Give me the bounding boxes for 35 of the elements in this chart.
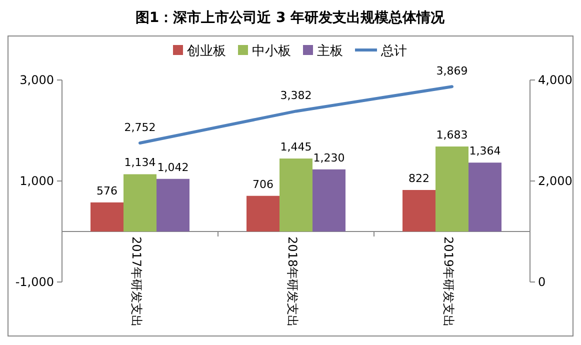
data-label: 2,752 [124, 121, 156, 134]
bar [156, 178, 190, 232]
x-tick-label: 2018年研发支出 [286, 236, 300, 328]
data-label: 576 [96, 184, 118, 198]
bar [468, 162, 502, 232]
legend-label: 中小板 [252, 44, 291, 59]
x-tick-label: 2017年研发支出 [130, 236, 144, 328]
bar [280, 158, 312, 232]
y2-tick-label: 0 [538, 275, 546, 289]
data-label: 1,042 [157, 160, 189, 174]
data-label: 822 [408, 172, 430, 185]
bar [90, 202, 124, 232]
y-tick-label: -1,000 [15, 275, 54, 289]
legend-label: 主板 [317, 43, 343, 59]
legend-label: 总计 [380, 44, 407, 59]
data-label: 1,445 [280, 140, 312, 154]
data-label: 1,364 [469, 144, 501, 158]
bar [124, 174, 156, 232]
bar [246, 196, 280, 232]
y-tick-label: 3,000 [20, 73, 54, 87]
data-label: 1,134 [124, 156, 156, 170]
y-tick-label: 1,000 [20, 174, 54, 188]
y2-tick-label: 4,000 [538, 73, 572, 87]
bar [402, 190, 436, 232]
data-label: 3,869 [436, 64, 468, 78]
data-label: 706 [252, 178, 274, 191]
bar [312, 169, 346, 232]
chart-title: 图1：深市上市公司近 3 年研发支出规模总体情况 [135, 9, 446, 26]
legend-label: 创业板 [187, 44, 226, 59]
data-label: 1,230 [313, 151, 345, 164]
data-label: 3,382 [280, 89, 312, 102]
bar [436, 146, 468, 232]
data-label: 1,683 [436, 128, 468, 142]
y2-tick-label: 2,000 [538, 174, 572, 188]
x-tick-label: 2019年研发支出 [442, 236, 456, 328]
